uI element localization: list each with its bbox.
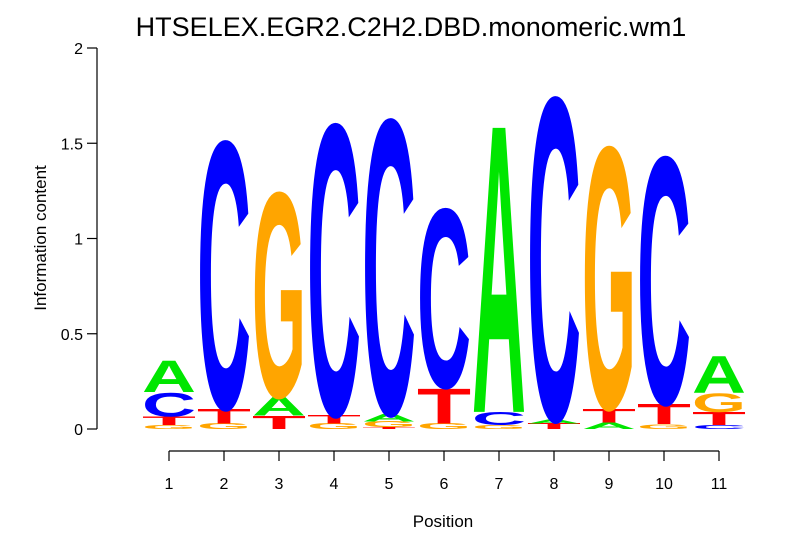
- logo-letter-T: T: [527, 422, 581, 431]
- logo-letter-T: T: [307, 413, 361, 426]
- logo-letter-G: G: [472, 424, 526, 430]
- logo-letter-C: C: [362, 32, 416, 504]
- logo-letter-A: A: [362, 412, 416, 424]
- logo-letter-G: G: [142, 424, 196, 430]
- logo-letter-C: C: [307, 36, 361, 504]
- logo-letter-A: A: [582, 421, 636, 431]
- logo-letter-T: T: [637, 398, 691, 431]
- logo-letter-G: G: [252, 132, 306, 460]
- x-tick-label: 4: [330, 476, 339, 493]
- logo-letter-G: G: [197, 422, 251, 431]
- y-tick-label: 1: [74, 232, 83, 249]
- x-tick-label: 3: [275, 476, 284, 493]
- x-axis-label: Position: [413, 512, 473, 531]
- logo-letter-C: C: [197, 61, 251, 490]
- logo-letter-C: C: [527, 2, 581, 519]
- logo-letter-T: T: [362, 427, 416, 430]
- y-tick-label: 1.5: [61, 136, 83, 153]
- logo-letter-A: A: [252, 392, 306, 422]
- x-tick-label: 2: [220, 476, 229, 493]
- logo-letter-C: C: [692, 424, 746, 430]
- logo-letter-T: T: [197, 404, 251, 428]
- y-tick-label: 2: [74, 41, 83, 58]
- x-tick-label: 1: [165, 476, 174, 493]
- logo-letter-A: A: [142, 352, 196, 402]
- logo-letter-T: T: [582, 404, 636, 426]
- y-tick-label: 0: [74, 422, 83, 439]
- logo-letter-T: T: [417, 379, 471, 435]
- y-tick-label: 0.5: [61, 327, 83, 344]
- logo-letter-A: A: [472, 38, 526, 500]
- x-tick-label: 11: [711, 476, 728, 493]
- logo-letter-C: C: [637, 84, 691, 480]
- x-tick-label: 5: [385, 476, 394, 493]
- x-tick-label: 8: [550, 476, 559, 493]
- chart-title: HTSELEX.EGR2.C2H2.DBD.monomeric.wm1: [136, 12, 687, 42]
- logo-letter-G: G: [637, 423, 691, 430]
- logo-letter-T: T: [692, 408, 746, 429]
- logo-letter-A: A: [527, 419, 581, 425]
- logo-letter-C: C: [417, 156, 471, 442]
- logo-letter-G: G: [307, 422, 361, 431]
- logo-letter-G: G: [362, 420, 416, 429]
- logo-letter-A: A: [692, 345, 746, 405]
- logo-letter-T: T: [142, 415, 196, 428]
- x-tick-label: 10: [655, 476, 673, 493]
- logo-letter-C: C: [472, 409, 526, 430]
- x-tick-label: 7: [495, 476, 504, 493]
- y-axis: 0 0.5 1 1.5 2: [61, 41, 98, 439]
- logo-letter-G: G: [417, 422, 471, 431]
- y-axis-label: Information content: [31, 165, 50, 311]
- x-tick-label: 9: [605, 476, 614, 493]
- logo-letter-G: G: [692, 388, 746, 418]
- logo-letter-G: G: [582, 69, 636, 489]
- x-tick-label: 6: [440, 476, 449, 493]
- logo-letter-T: T: [252, 412, 306, 433]
- x-axis: 1 2 3 4 5 6 7 8 9 10 11: [165, 450, 728, 493]
- logo-letter-C: C: [142, 386, 196, 424]
